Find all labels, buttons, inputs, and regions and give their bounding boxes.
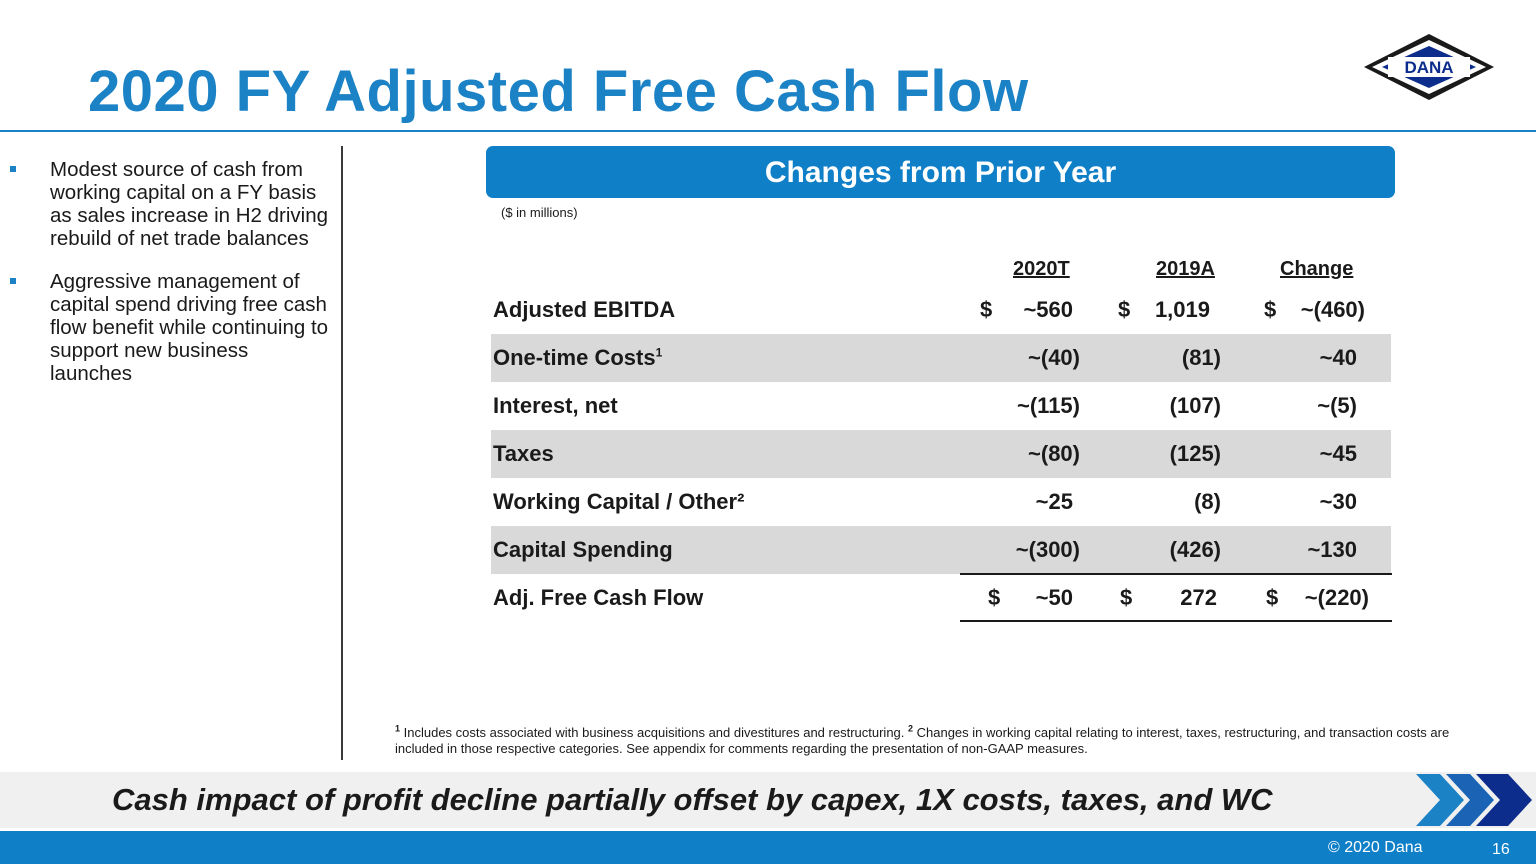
row-label: One-time Costs1	[493, 345, 663, 370]
title-divider	[0, 130, 1536, 132]
table-header-bar: Changes from Prior Year	[486, 146, 1395, 198]
bullet-list: Modest source of cash from working capit…	[10, 158, 335, 405]
cell-change: ~(220)	[1304, 585, 1369, 610]
bullet-text: Aggressive management of capital spend d…	[50, 270, 329, 385]
cell-2019a: (81)	[1181, 345, 1221, 370]
cell-2019a: 272	[1180, 585, 1217, 610]
cell-2019a: (8)	[1194, 489, 1221, 514]
cell-change: ~(5)	[1317, 393, 1357, 418]
row-label: Adjusted EBITDA	[493, 297, 676, 322]
currency-symbol: $	[1266, 585, 1279, 610]
column-header-2019a: 2019A	[1156, 258, 1215, 280]
page-number: 16	[1492, 841, 1510, 858]
table-row: Adjusted EBITDA $ ~560 $ 1,019 $ ~(460)	[491, 286, 1391, 334]
logo-text: DANA	[1404, 58, 1453, 77]
bullet-item: Modest source of cash from working capit…	[10, 158, 335, 250]
row-label: Taxes	[493, 441, 554, 466]
double-chevron-icon	[1416, 774, 1532, 826]
cell-2019a: (426)	[1169, 537, 1221, 562]
footnote: 1 Includes costs associated with busines…	[395, 723, 1485, 757]
table-row: Interest, net ~(115) (107) ~(5)	[491, 382, 1391, 430]
footnote-marker: 2	[908, 723, 914, 734]
takeaway-text: Cash impact of profit decline partially …	[112, 782, 1273, 817]
square-bullet-icon	[10, 166, 16, 172]
square-bullet-icon	[10, 278, 16, 284]
currency-symbol: $	[988, 585, 1001, 610]
row-label: Capital Spending	[493, 537, 673, 562]
currency-symbol: $	[1120, 585, 1133, 610]
cell-2020t: ~50	[1035, 585, 1073, 610]
row-label: Adj. Free Cash Flow	[493, 585, 704, 610]
table-row: One-time Costs1 ~(40) (81) ~40	[491, 334, 1391, 382]
bullet-text: Modest source of cash from working capit…	[50, 158, 329, 250]
cell-change: ~(460)	[1300, 297, 1365, 322]
page-title: 2020 FY Adjusted Free Cash Flow	[88, 59, 1029, 124]
footnote-marker: 1	[395, 723, 401, 734]
cell-2020t: ~(40)	[1028, 345, 1080, 370]
currency-symbol: $	[1118, 297, 1131, 322]
total-bottom-rule	[960, 620, 1392, 622]
column-header-change: Change	[1280, 258, 1354, 280]
cell-2020t: ~(80)	[1028, 441, 1080, 466]
cell-change: ~30	[1319, 489, 1357, 514]
takeaway-band	[0, 772, 1536, 828]
copyright-text: © 2020 Dana	[1328, 839, 1423, 856]
table-row: Capital Spending ~(300) (426) ~130	[491, 526, 1391, 574]
cell-2019a: (125)	[1169, 441, 1221, 466]
cell-change: ~130	[1307, 537, 1357, 562]
cell-2020t: ~(300)	[1015, 537, 1080, 562]
units-note: ($ in millions)	[501, 205, 578, 220]
cell-change: ~40	[1319, 345, 1357, 370]
row-label: Working Capital / Other²	[493, 489, 745, 514]
bullet-item: Aggressive management of capital spend d…	[10, 270, 335, 385]
cell-2019a: (107)	[1169, 393, 1221, 418]
table-row-total: Adj. Free Cash Flow $ ~50 $ 272 $ ~(220)	[491, 574, 1391, 622]
currency-symbol: $	[1264, 297, 1277, 322]
table-row: Taxes ~(80) (125) ~45	[491, 430, 1391, 478]
currency-symbol: $	[980, 297, 993, 322]
dana-logo: DANA	[1364, 34, 1494, 100]
vertical-divider	[341, 146, 343, 760]
cell-2020t: ~(115)	[1017, 393, 1080, 418]
footnote-text-2: Changes in working capital relating to i…	[395, 725, 1450, 756]
row-label: Interest, net	[493, 393, 618, 418]
cell-2020t: ~25	[1035, 489, 1073, 514]
footnote-marker: 1	[655, 345, 663, 360]
table-row: Working Capital / Other² ~25 (8) ~30	[491, 478, 1391, 526]
total-top-rule	[960, 573, 1392, 575]
cell-change: ~45	[1319, 441, 1357, 466]
cell-2020t: ~560	[1023, 297, 1073, 322]
footnote-text-1: Includes costs associated with business …	[400, 725, 908, 740]
cell-2019a: 1,019	[1154, 297, 1210, 322]
column-header-2020t: 2020T	[1013, 258, 1070, 280]
footer-bar	[0, 831, 1536, 864]
